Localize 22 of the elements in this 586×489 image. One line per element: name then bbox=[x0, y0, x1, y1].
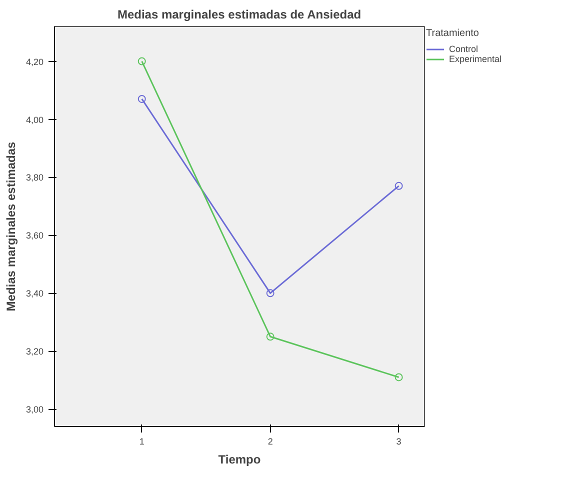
y-tick-label: 3,20 bbox=[26, 346, 44, 357]
y-axis-title: Medias marginales estimadas bbox=[4, 141, 18, 312]
y-tick-label: 4,20 bbox=[26, 56, 44, 67]
y-tick-label: 3,60 bbox=[26, 230, 44, 241]
y-tick-label: 4,00 bbox=[26, 114, 44, 125]
y-tick-label: 3,80 bbox=[26, 172, 44, 183]
x-tick-label: 1 bbox=[139, 436, 144, 446]
point bbox=[266, 332, 274, 341]
x-tick-label: 3 bbox=[396, 436, 402, 446]
point bbox=[138, 57, 146, 66]
chart-title: Medias marginales estimadas de Ansiedad bbox=[117, 8, 362, 22]
y-tick-label: 3,40 bbox=[26, 288, 44, 299]
x-tick-label: 2 bbox=[268, 436, 273, 446]
point bbox=[394, 373, 403, 382]
legend-label: Experimental bbox=[449, 54, 502, 64]
point bbox=[394, 182, 403, 190]
x-axis-title: Tiempo bbox=[218, 452, 261, 466]
y-tick-label: 3,00 bbox=[26, 404, 44, 415]
legend-label: Control bbox=[449, 44, 478, 54]
point bbox=[266, 289, 274, 298]
point bbox=[138, 94, 146, 103]
legend-title: Tratamiento bbox=[426, 28, 480, 39]
